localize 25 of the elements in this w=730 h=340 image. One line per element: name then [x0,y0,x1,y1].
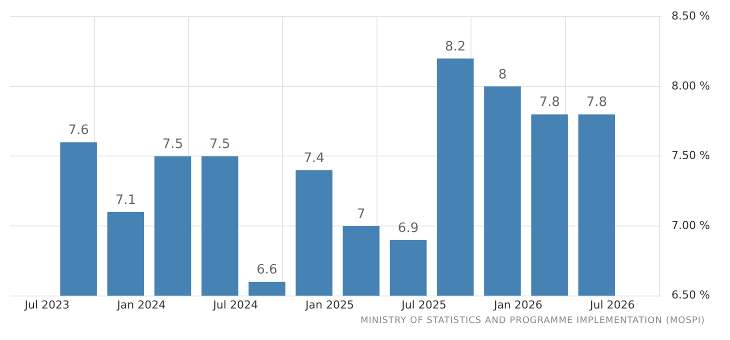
y-tick-label: 7.00 % [672,218,710,232]
data-label: 8 [498,67,507,82]
y-tick-label: 8.00 % [672,79,710,92]
y-tick-label: 7.50 % [672,149,710,162]
data-label: 7.8 [539,95,560,110]
x-tick-label: Jul 2023 [24,298,70,312]
data-label: 7.6 [68,123,89,138]
x-tick-label: Jan 2024 [116,298,166,312]
x-tick-label: Jul 2025 [400,298,446,312]
text: MINISTRY OF STATISTICS AND PROGRAMME IMPLEMENTATION (MOSPI) [359,316,705,326]
x-tick-label: Jan 2025 [304,298,354,312]
data-label: 7.8 [586,95,608,110]
data-label: 6.9 [398,220,419,236]
x-tick-label: Jul 2026 [588,298,635,312]
data-label: 7.5 [162,137,184,152]
x-tick-label: Jan 2026 [492,298,542,312]
data-label: 7.4 [304,151,324,166]
data-label: 8.2 [445,39,466,54]
data-label: 6.6 [256,262,278,278]
y-tick-label: 6.50 % [672,288,710,302]
y-tick-label: 8.50 % [672,9,710,22]
x-tick-label: Jul 2024 [212,298,258,312]
data-label: 7.5 [210,137,230,152]
data-label: 7.1 [115,192,136,208]
data-label: 7 [357,206,366,222]
